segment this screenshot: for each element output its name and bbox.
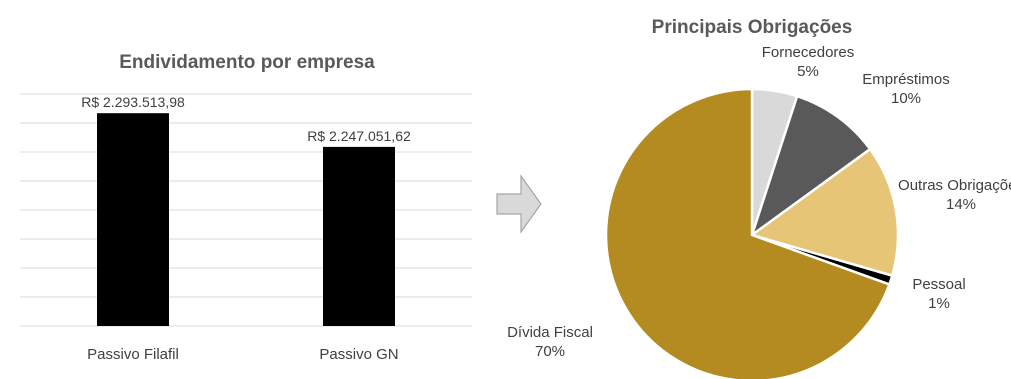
- bar-value-label: R$ 2.293.513,98: [81, 94, 185, 110]
- bar-value-label: R$ 2.247.051,62: [307, 128, 411, 144]
- pie-labels: Fornecedores 5% Empréstimos 10% Outras Obrig…: [507, 44, 1011, 360]
- bar: [323, 146, 395, 326]
- pie-slice-label: Pessoal 1%: [912, 276, 965, 312]
- bar-marks: [97, 113, 395, 326]
- pie-slice-label: Fornecedores 5%: [762, 44, 855, 80]
- pie-chart: Principais Obrigações Fornecedores 5% Empr…: [507, 17, 1011, 379]
- pie-slices: [604, 87, 900, 379]
- pie-slice-label: Empréstimos 10%: [862, 71, 950, 107]
- category-label: Passivo GN: [319, 346, 398, 363]
- pie-slice: [604, 87, 891, 379]
- pie-slice-label: Dívida Fiscal 70%: [507, 324, 593, 360]
- pie-slice: [749, 94, 872, 239]
- category-label: Passivo Filafil: [87, 346, 179, 363]
- bar-chart-title: Endividamento por empresa: [119, 52, 375, 73]
- bar-data-labels: R$ 2.293.513,98 R$ 2.247.051,62: [81, 94, 411, 144]
- pie-slice: [749, 147, 900, 278]
- bar: [97, 113, 169, 326]
- bar-chart: Endividamento por empresa R$ 2.293.513,9…: [20, 52, 472, 363]
- bar-category-labels: Passivo Filafil Passivo GN: [87, 346, 398, 363]
- pie-chart-title: Principais Obrigações: [652, 17, 853, 38]
- right-arrow-icon: [496, 174, 542, 234]
- bar-gridlines: [20, 93, 472, 327]
- pie-slice-label: Outras Obrigações14%: [898, 177, 1011, 213]
